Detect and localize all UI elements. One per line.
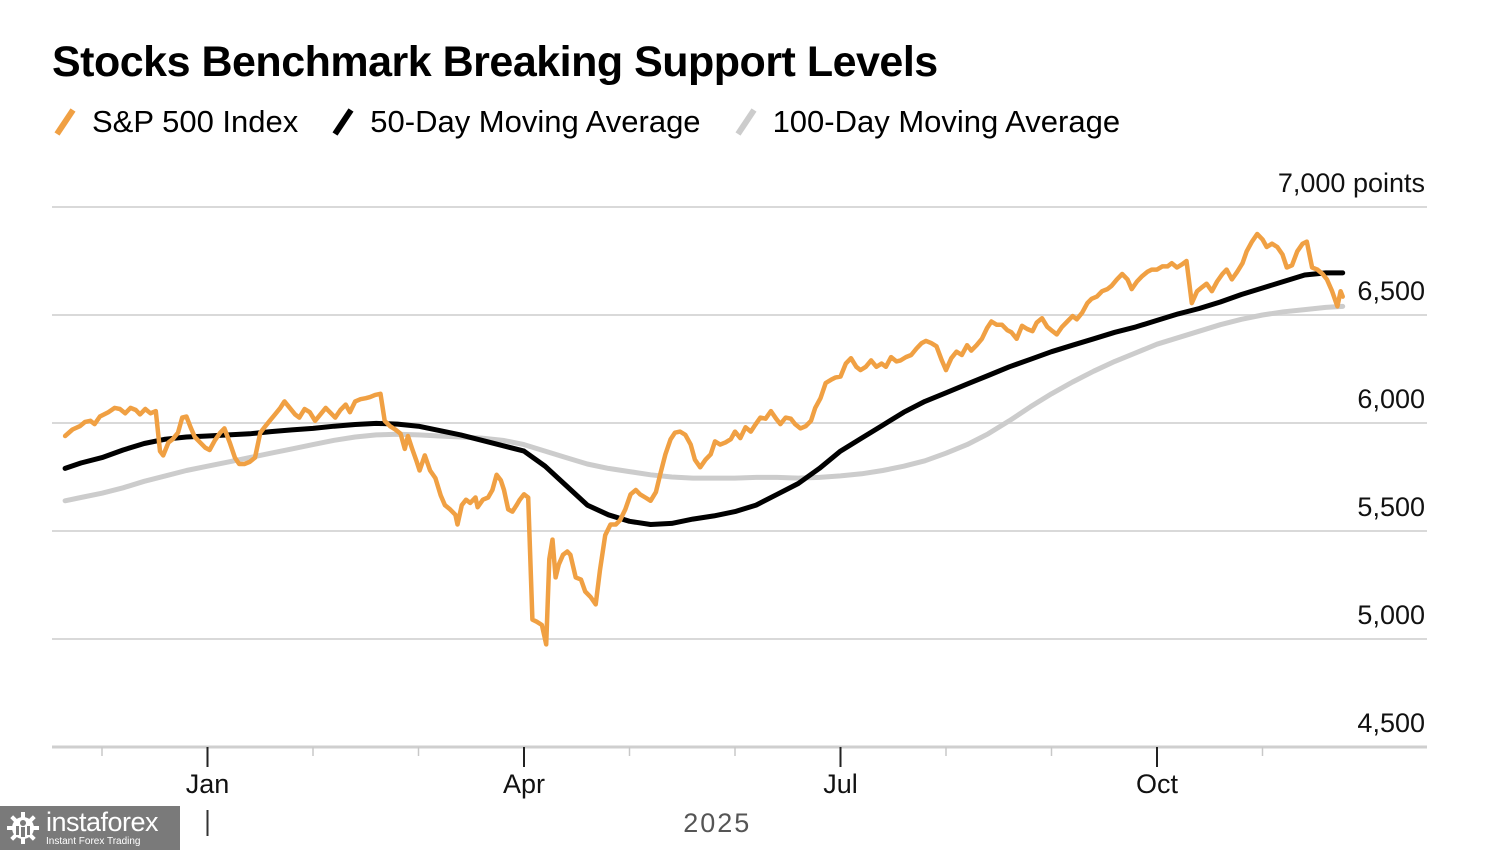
- gridlines: [52, 206, 1427, 749]
- legend-label-sp500: S&P 500 Index: [92, 104, 299, 139]
- legend-swatch-100day-icon: [735, 108, 757, 136]
- year-label: 2025: [683, 808, 751, 838]
- x-tick-label: Jan: [186, 769, 230, 799]
- x-tick-label: Apr: [503, 769, 545, 799]
- x-axis: JanAprJulOct20242025: [50, 747, 1264, 838]
- y-tick-label: 6,000: [1357, 384, 1425, 414]
- y-tick-label: 4,500: [1357, 708, 1425, 738]
- sp500-line: [62, 231, 1345, 647]
- chart-title: Stocks Benchmark Breaking Support Levels: [52, 38, 938, 86]
- x-tick-label: Jul: [823, 769, 858, 799]
- legend-item-50day: 50-Day Moving Average: [330, 104, 701, 140]
- legend-item-100day: 100-Day Moving Average: [733, 104, 1121, 140]
- y-tick-label: 5,000: [1357, 600, 1425, 630]
- y-tick-label: 5,500: [1357, 492, 1425, 522]
- ma50-line: [62, 270, 1346, 527]
- watermark-tagline: Instant Forex Trading: [46, 836, 141, 847]
- watermark-brand: instaforex: [46, 807, 159, 837]
- series-lines: [62, 231, 1346, 647]
- legend-swatch-sp500-icon: [54, 108, 76, 136]
- y-tick-label: 6,500: [1357, 276, 1425, 306]
- watermark: instaforex Instant Forex Trading: [0, 806, 180, 850]
- legend-item-sp500: S&P 500 Index: [52, 104, 298, 140]
- ma100-line: [62, 303, 1346, 504]
- legend-label-50day: 50-Day Moving Average: [370, 104, 701, 139]
- x-tick-label: Oct: [1136, 769, 1179, 799]
- legend: S&P 500 Index 50-Day Moving Average 100-…: [52, 104, 1152, 140]
- y-axis-labels: 7,000 points 6,500 6,000 5,500 5,000 4,500: [1278, 168, 1425, 738]
- legend-swatch-50day-icon: [332, 108, 354, 136]
- legend-label-100day: 100-Day Moving Average: [772, 104, 1121, 139]
- gear-logo-icon: [7, 812, 39, 844]
- y-tick-label: 7,000 points: [1278, 168, 1425, 198]
